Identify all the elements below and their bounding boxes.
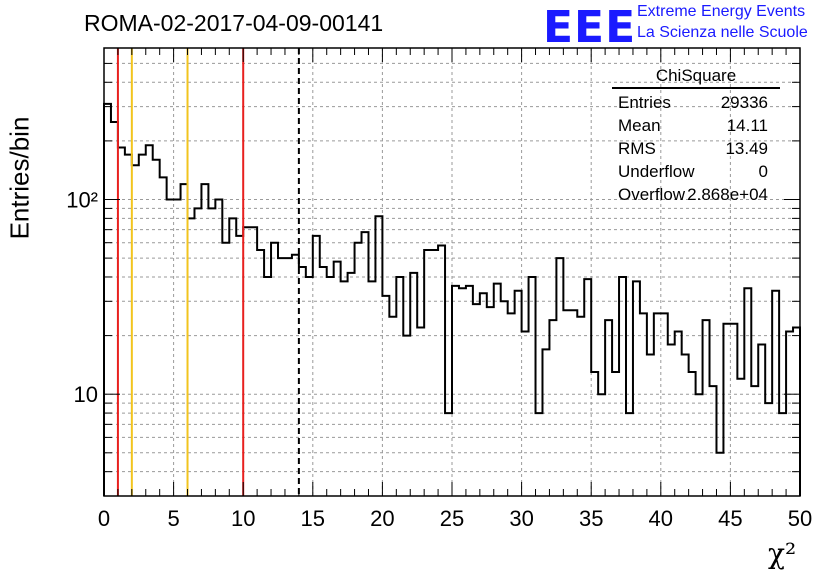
y-tick-label: 10: [74, 382, 98, 407]
stat-label: Underflow: [618, 162, 695, 181]
eee-logo: EEE: [543, 2, 637, 53]
stat-value: 14.11: [726, 116, 768, 135]
stat-row-mean: Mean 14.11: [612, 116, 780, 139]
stat-row-underflow: Underflow 0: [612, 162, 780, 185]
x-tick-label: 50: [788, 506, 812, 531]
x-tick-label: 30: [509, 506, 533, 531]
x-tick-label: 15: [301, 506, 325, 531]
x-tick-label: 35: [579, 506, 603, 531]
logo-text-line2: La Scienza nelle Scuole: [637, 24, 808, 41]
x-tick-label: 25: [440, 506, 464, 531]
stat-row-entries: Entries 29336: [612, 93, 780, 116]
y-tick-label: 10²: [66, 188, 98, 213]
stats-box: ChiSquare Entries 29336 Mean 14.11 RMS 1…: [612, 66, 780, 208]
stat-label: RMS: [618, 139, 656, 158]
plot-title: ROMA-02-2017-04-09-00141: [84, 10, 384, 36]
stat-value: 0: [758, 162, 768, 181]
stat-value: 2.868e+04: [687, 185, 768, 204]
x-tick-label: 45: [718, 506, 742, 531]
x-tick-label: 20: [370, 506, 394, 531]
x-tick-label: 40: [649, 506, 673, 531]
stat-label: Overflow: [618, 185, 686, 204]
stats-title: ChiSquare: [612, 66, 780, 89]
stat-row-overflow: Overflow 2.868e+04: [612, 185, 780, 208]
x-tick-label: 0: [98, 506, 110, 531]
x-axis-label: χ²: [768, 537, 797, 570]
stat-row-rms: RMS 13.49: [612, 139, 780, 162]
logo-text-line1: Extreme Energy Events: [637, 3, 806, 20]
x-tick-label: 10: [231, 506, 255, 531]
histogram-series: [103, 102, 801, 496]
x-tick-label: 5: [167, 506, 179, 531]
stat-label: Entries: [618, 93, 671, 112]
stat-label: Mean: [618, 116, 661, 135]
stat-value: 13.49: [725, 139, 768, 158]
y-axis-label: Entries/bin: [4, 116, 35, 240]
stat-value: 29336: [720, 93, 768, 112]
